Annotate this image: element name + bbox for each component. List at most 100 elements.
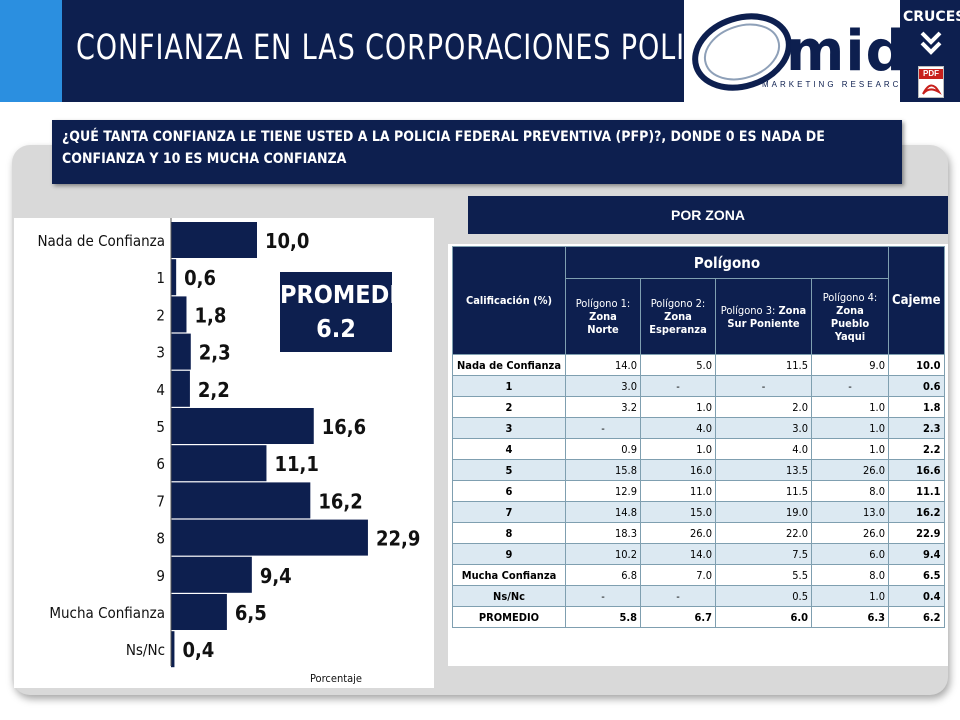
cell-value: 8.0: [812, 481, 889, 502]
cell-value: 7.0: [641, 565, 716, 586]
value-label: 0,4: [182, 638, 214, 662]
table-row: 9 10.2 14.0 7.5 6.0 9.4: [453, 544, 945, 565]
column-prefix: Polígono 2:: [651, 297, 706, 310]
cajeme-header: Cajeme: [889, 247, 945, 355]
cell-value: 6.7: [641, 607, 716, 628]
cell-value: 26.0: [641, 523, 716, 544]
cajeme-value: 0.6: [889, 376, 945, 397]
cell-value: 12.9: [566, 481, 641, 502]
cell-value: 6.3: [812, 607, 889, 628]
cell-value: 3.0: [566, 376, 641, 397]
cruces-link[interactable]: CRUCES: [903, 9, 960, 25]
column-zona: Zona: [664, 310, 692, 323]
category-label: 9: [156, 567, 165, 585]
category-label: 7: [156, 492, 165, 510]
cell-value: 0.9: [566, 439, 641, 460]
cell-value: 13.5: [716, 460, 812, 481]
question-text: ¿QUÉ TANTA CONFIANZA LE TIENE USTED A LA…: [52, 120, 902, 184]
row-label: 6: [453, 481, 566, 502]
cell-value: 18.3: [566, 523, 641, 544]
cell-value: 14.0: [566, 355, 641, 376]
bar: [171, 371, 190, 407]
category-label: 2: [156, 306, 165, 324]
cell-value: 1.0: [641, 397, 716, 418]
cell-value: 3.0: [716, 418, 812, 439]
corner-header: Calificación (%): [453, 247, 566, 355]
column-zona: Zona: [589, 310, 617, 323]
cell-value: 0.5: [716, 586, 812, 607]
table-row: Mucha Confianza 6.8 7.0 5.5 8.0 6.5: [453, 565, 945, 586]
bar: [171, 222, 257, 258]
cell-value: 26.0: [812, 460, 889, 481]
row-label: 7: [453, 502, 566, 523]
table-row: 3-4.0 3.0 1.0 2.3: [453, 418, 945, 439]
table-row: 2 3.2 1.0 2.0 1.0 1.8: [453, 397, 945, 418]
cell-value: 9.0: [812, 355, 889, 376]
bar: [171, 296, 186, 332]
pdf-icon[interactable]: PDF: [918, 66, 944, 98]
cell-value: 4.0: [641, 418, 716, 439]
bar: [171, 557, 252, 593]
value-label: 11,1: [274, 452, 318, 476]
promedio-box: PROMEDIO 6.2: [280, 272, 392, 352]
column-name: Pueblo Yaqui: [831, 317, 869, 343]
row-label: 9: [453, 544, 566, 565]
promedio-value: 6.2: [280, 312, 392, 346]
cell-value: 10.2: [566, 544, 641, 565]
bar: [171, 631, 174, 667]
column-prefix: Polígono 4:: [823, 291, 878, 304]
column-prefix: Polígono 1:: [576, 297, 631, 310]
bar: [171, 594, 227, 630]
category-label: 1: [156, 269, 165, 287]
row-label: 8: [453, 523, 566, 544]
column-zona: Zona: [836, 304, 864, 317]
column-name: Norte: [587, 323, 618, 336]
bar: [171, 334, 191, 370]
row-label: PROMEDIO: [453, 607, 566, 628]
column-zona: Zona: [779, 304, 807, 317]
row-label: Mucha Confianza: [453, 565, 566, 586]
row-label: 3: [453, 418, 566, 439]
cell-value: 8.0: [812, 565, 889, 586]
x-axis-label: Porcentaje: [310, 672, 362, 685]
cell-value: 1.0: [812, 586, 889, 607]
cell-value: 14.8: [566, 502, 641, 523]
cajeme-value: 11.1: [889, 481, 945, 502]
value-label: 16,6: [322, 415, 366, 439]
cell-value: 2.0: [716, 397, 812, 418]
value-label: 10,0: [265, 229, 309, 253]
cell-value: 11.5: [716, 355, 812, 376]
category-label: Mucha Confianza: [49, 604, 165, 622]
value-label: 2,2: [198, 378, 230, 402]
chevrons-down-icon[interactable]: [919, 30, 943, 58]
poligono-column-header: Polígono 4: Zona Pueblo Yaqui: [812, 279, 889, 355]
cell-value: 1.0: [812, 418, 889, 439]
row-label: Ns/Nc: [453, 586, 566, 607]
cell-value: 6.0: [716, 607, 812, 628]
category-label: 4: [156, 381, 165, 399]
cell-value: 1.0: [812, 397, 889, 418]
poligono-column-header: Polígono 1: Zona Norte: [566, 279, 641, 355]
cell-value: 13.0: [812, 502, 889, 523]
logo-subtitle: MARKETING RESEARCH: [762, 80, 910, 89]
table-total-row: PROMEDIO 5.8 6.7 6.0 6.3 6.2: [453, 607, 945, 628]
table-row: Nada de Confianza 14.0 5.0 11.5 9.0 10.0: [453, 355, 945, 376]
category-label: 6: [156, 455, 165, 473]
row-label: 1: [453, 376, 566, 397]
cajeme-value: 6.5: [889, 565, 945, 586]
cell-value: 19.0: [716, 502, 812, 523]
category-label: 8: [156, 530, 165, 548]
column-name: Esperanza: [649, 323, 707, 336]
bar: [171, 408, 314, 444]
cajeme-value: 2.2: [889, 439, 945, 460]
cell-value: 6.0: [812, 544, 889, 565]
cell-value: 5.5: [716, 565, 812, 586]
row-label: 4: [453, 439, 566, 460]
cell-value: 22.0: [716, 523, 812, 544]
value-label: 0,6: [184, 266, 216, 290]
cell-value: 6.8: [566, 565, 641, 586]
cell-value: 15.0: [641, 502, 716, 523]
cell-value: 4.0: [716, 439, 812, 460]
cell-value: 15.8: [566, 460, 641, 481]
row-label: 5: [453, 460, 566, 481]
